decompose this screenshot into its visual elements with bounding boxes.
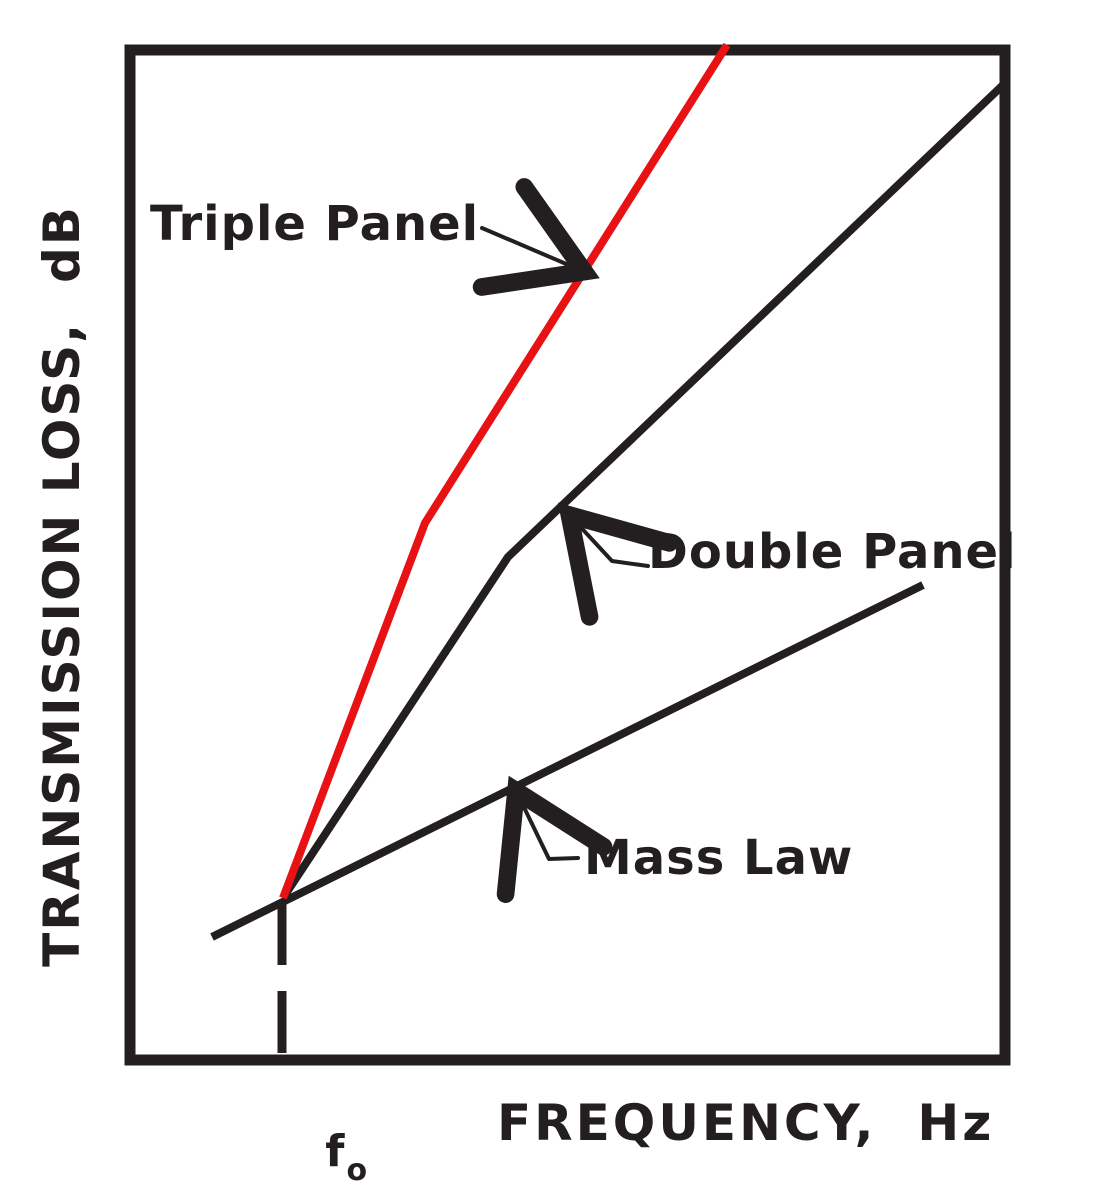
mass-law-line — [210, 581, 925, 941]
mass-law-leader-arrow — [496, 775, 613, 903]
f0-tick-label: fo — [264, 1086, 368, 1200]
double-panel-line — [279, 82, 1006, 901]
f0-subscript: o — [346, 1153, 368, 1188]
triple-panel-curve-label: Triple Panel — [150, 196, 480, 252]
plot-frame — [124, 44, 1011, 1066]
y-axis-title: TRANSMISSION LOSS, dB — [33, 205, 91, 967]
x-axis-title: FREQUENCY, Hz — [497, 1094, 995, 1152]
double-panel-curve-label: Double Panel — [648, 524, 1017, 580]
f0-symbol: f — [325, 1126, 345, 1177]
triple-panel-line — [279, 42, 731, 900]
mass-law-curve-label: Mass Law — [584, 830, 854, 886]
triple-panel-leader-arrow — [472, 178, 600, 296]
double-panel-leader-arrow — [557, 502, 679, 626]
